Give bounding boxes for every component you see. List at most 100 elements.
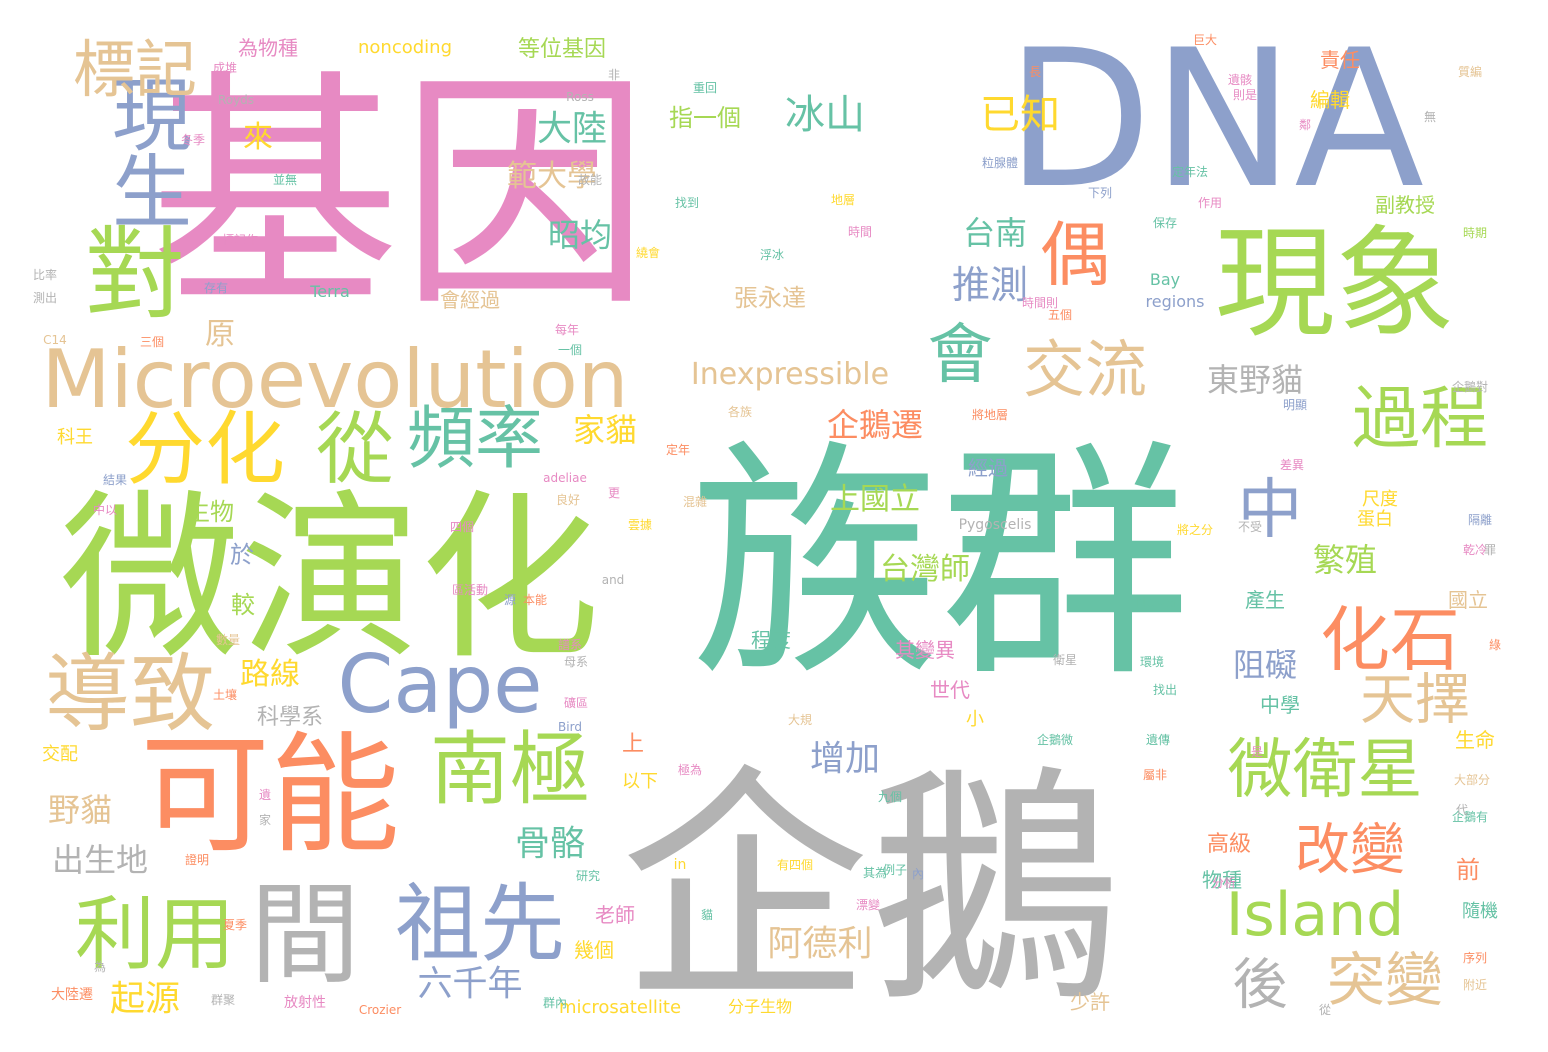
- word-cape: Cape: [337, 638, 543, 731]
- word-53f0-5357: 台南: [962, 214, 1028, 252]
- word-8c93: 貓: [700, 908, 714, 922]
- word-9593: 間: [250, 871, 360, 999]
- word-6f02-8b8a: 漂變: [855, 898, 881, 912]
- word-5b9a-5e74: 定年: [665, 443, 691, 457]
- word-4fdd-5b58: 保存: [1152, 216, 1178, 230]
- word-6771-91ce-8c93: 東野貓: [1206, 361, 1304, 399]
- word-65cf-7fa4: 族群: [690, 419, 1190, 710]
- word-570b-7acb: 國立: [1448, 588, 1488, 612]
- word-4e0a-570b-7acb: 上國立: [830, 482, 920, 517]
- word-751f-7269: 生物: [186, 498, 234, 526]
- word-4f01-9d5d: 企鵝: [620, 744, 1120, 1035]
- word-7a81-8b8a: 突變: [1326, 946, 1444, 1014]
- word-5c07-5730-5c64: 將地層: [971, 408, 1009, 422]
- word-5927-898f: 大規: [787, 713, 813, 727]
- word-4e2d: 中: [1237, 472, 1303, 548]
- word-5c11-8a31: 少許: [1070, 990, 1110, 1014]
- word-5247-662f: 則是: [1232, 88, 1258, 102]
- word-7814-7a76: 研究: [575, 869, 601, 883]
- word-4e0a: 上: [621, 732, 645, 757]
- word-53ef-80fd: 可能: [139, 719, 401, 871]
- word-6578-91cf: 數量: [215, 633, 241, 647]
- word-6a19-8a18-4f5c: 標記作: [221, 233, 259, 247]
- word-6642-671f: 時期: [1462, 226, 1488, 240]
- word-4e16-4ee3: 世代: [930, 678, 970, 702]
- word-5c0f: 小: [966, 709, 984, 730]
- word-63a8-6e2c: 推測: [951, 263, 1029, 307]
- word-5316-77f3: 化石: [1320, 599, 1460, 681]
- word-526f-6559-6388: 副教授: [1375, 193, 1435, 217]
- word-7926-5340: 礦區: [563, 696, 589, 710]
- word-8b5c-7cfb: 譜系: [557, 638, 583, 652]
- word-5206-6790: 分析: [1211, 876, 1237, 890]
- word-51ac-5b63: 冬季: [180, 133, 206, 147]
- word-653e-5c04-6027: 放射性: [284, 995, 326, 1011]
- word-6642-9593-5247: 時間則: [1021, 296, 1059, 310]
- word-bird: Bird: [558, 720, 582, 734]
- word-5c07-4e4b-5206: 將之分: [1176, 523, 1214, 537]
- word-crozier: Crozier: [358, 1003, 402, 1017]
- word-4e0b-5217: 下列: [1087, 186, 1113, 200]
- word-963f-5fb7-5229: 阿德利: [767, 924, 873, 965]
- word-6d6e-51b0: 浮冰: [759, 248, 785, 262]
- word-660e-986f: 明顯: [1282, 398, 1308, 412]
- word-royds: Royds: [217, 93, 255, 107]
- word-86cb-767d: 蛋白: [1357, 509, 1393, 530]
- word-4e2d-4ee5: 中以: [92, 503, 118, 517]
- word-ross: Ross: [566, 90, 594, 104]
- word-6bcd-7cfb: 母系: [563, 655, 589, 669]
- word-627e-51fa: 找出: [1152, 683, 1178, 697]
- word-5176-8b8a-7570: 其變異: [895, 638, 955, 662]
- word-70ba-7269-7a2e: 為物種: [238, 36, 298, 60]
- word-6bcf-5e74: 每年: [554, 323, 580, 337]
- word-65bc: 於: [230, 541, 254, 569]
- word-5927-9678-9077: 大陸遷: [51, 987, 93, 1003]
- word-6642-9593: 時間: [847, 225, 873, 239]
- word-6703-7d93-904e: 會經過: [440, 288, 500, 312]
- word-571f-58e4: 土壤: [212, 688, 238, 702]
- word-7b49-4f4d-57fa-56e0: 等位基因: [517, 37, 607, 62]
- word-4e5d-500b: 九個: [877, 790, 903, 804]
- word-516d-5343-5e74: 六千年: [417, 964, 523, 1005]
- word-5340-6d3b-52d5: 區活動: [451, 583, 489, 597]
- word-73fe-8c61: 現象: [1215, 215, 1455, 354]
- word-4e94-500b: 五個: [1047, 308, 1073, 322]
- word-4f01-9d5d-6709: 企鵝有: [1451, 810, 1489, 824]
- word-662f: 是: [1250, 745, 1264, 759]
- word-4e7e-51b7: 乾冷: [1462, 543, 1488, 557]
- word-5206-5b50-751f-7269: 分子生物: [727, 997, 793, 1016]
- word-7c92-817a-9ad4: 粒腺體: [981, 156, 1019, 170]
- word-6545-80fd: 故能: [577, 173, 603, 187]
- word-4f01-9d5d-5fae: 企鵝微: [1036, 733, 1074, 747]
- word-826f-597d: 良好: [555, 493, 581, 507]
- word-4f01-9d5d-5c0d: 企鵝對: [1451, 380, 1489, 394]
- word-6df7-96dc: 混雜: [682, 495, 708, 509]
- word-5f9e: 從: [315, 405, 395, 495]
- word-907a-50b3: 遺傳: [1145, 733, 1171, 747]
- word-6bd4-7387: 比率: [32, 268, 58, 282]
- word-4ea4-914d: 交配: [42, 744, 78, 765]
- word-5f9e: 從: [1318, 1003, 1332, 1017]
- word-9644-8fd1: 附近: [1462, 978, 1488, 992]
- word-8cac-4efb: 責任: [1320, 48, 1360, 72]
- word-7bc4-5927-5b78: 範大學: [507, 159, 597, 194]
- word-96a8-6a5f: 隨機: [1462, 901, 1498, 922]
- word-8def-7dda: 路線: [240, 657, 300, 692]
- word-5927-9678: 大陸: [536, 109, 608, 150]
- word-7e5e-6703: 繞會: [635, 246, 661, 260]
- word-7d50-679c: 結果: [102, 473, 128, 487]
- word-524d: 前: [1456, 856, 1480, 884]
- word-4e2d-5b78: 中學: [1260, 693, 1300, 717]
- word-9aa8-9abc: 骨骼: [514, 824, 586, 865]
- word-9694-96e2: 隔離: [1467, 513, 1493, 527]
- word-672c-80fd: 本能: [522, 593, 548, 607]
- word-5206-5316: 分化: [125, 403, 285, 496]
- word-5c0e-81f4: 導致: [44, 645, 216, 745]
- word-5c0d: 對: [85, 216, 185, 333]
- word-c14: C14: [43, 333, 67, 347]
- word-963b-7919: 阻礙: [1232, 646, 1298, 684]
- word-7d93-904e: 經過: [968, 456, 1008, 480]
- word-51b0-5c71: 冰山: [785, 92, 865, 138]
- word-8d77-6e90: 起源: [109, 979, 181, 1020]
